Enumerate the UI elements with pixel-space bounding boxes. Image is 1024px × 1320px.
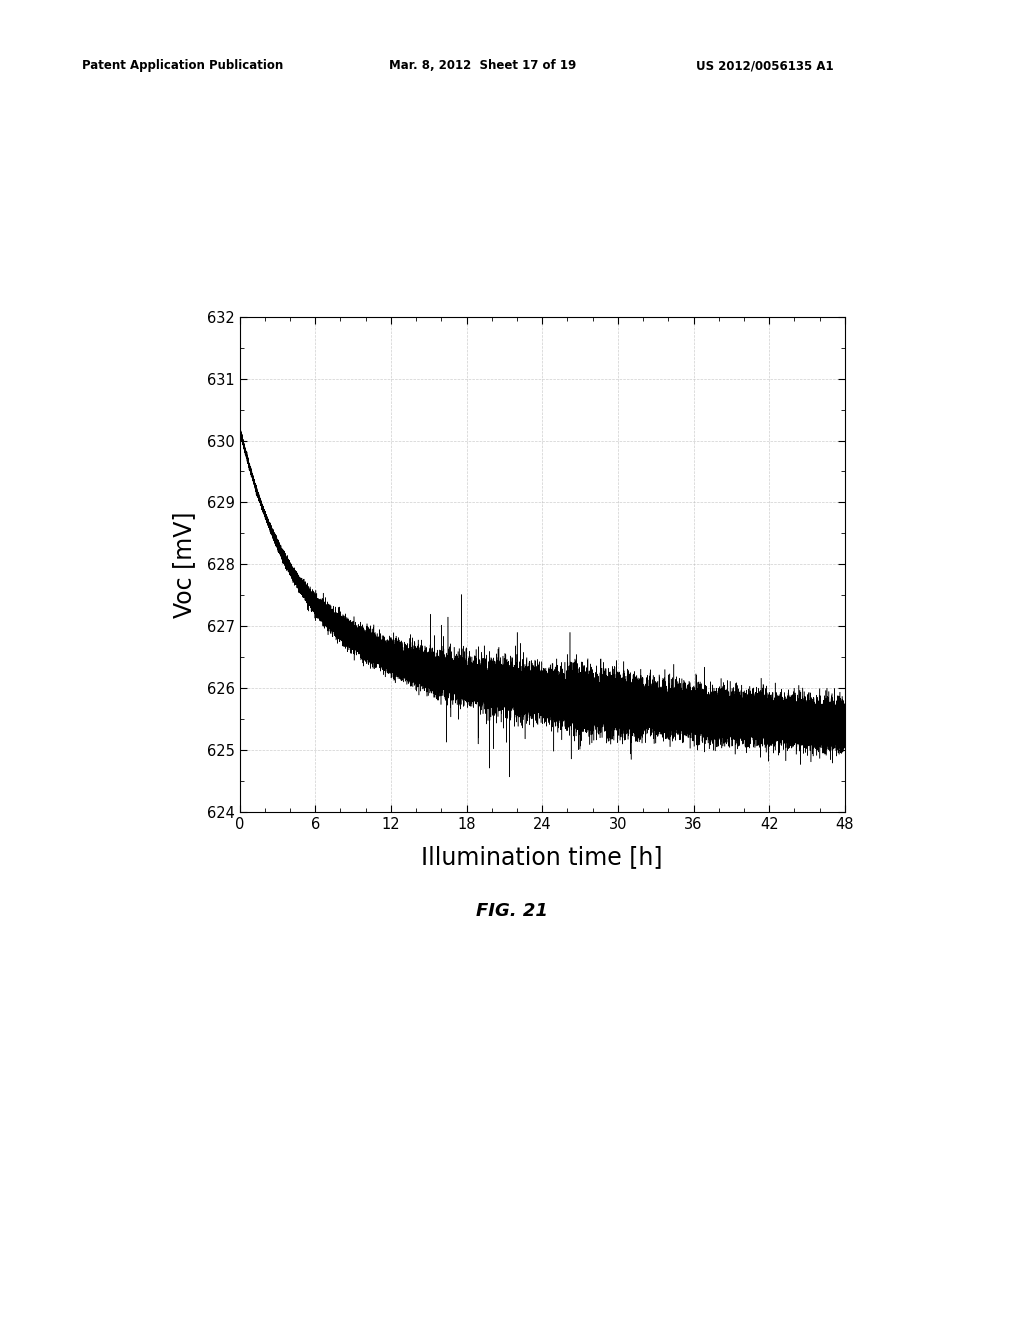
X-axis label: Illumination time [h]: Illumination time [h] bbox=[422, 846, 663, 870]
Text: Patent Application Publication: Patent Application Publication bbox=[82, 59, 284, 73]
Text: FIG. 21: FIG. 21 bbox=[476, 902, 548, 920]
Text: US 2012/0056135 A1: US 2012/0056135 A1 bbox=[696, 59, 834, 73]
Y-axis label: Voc [mV]: Voc [mV] bbox=[172, 511, 196, 618]
Text: Mar. 8, 2012  Sheet 17 of 19: Mar. 8, 2012 Sheet 17 of 19 bbox=[389, 59, 577, 73]
